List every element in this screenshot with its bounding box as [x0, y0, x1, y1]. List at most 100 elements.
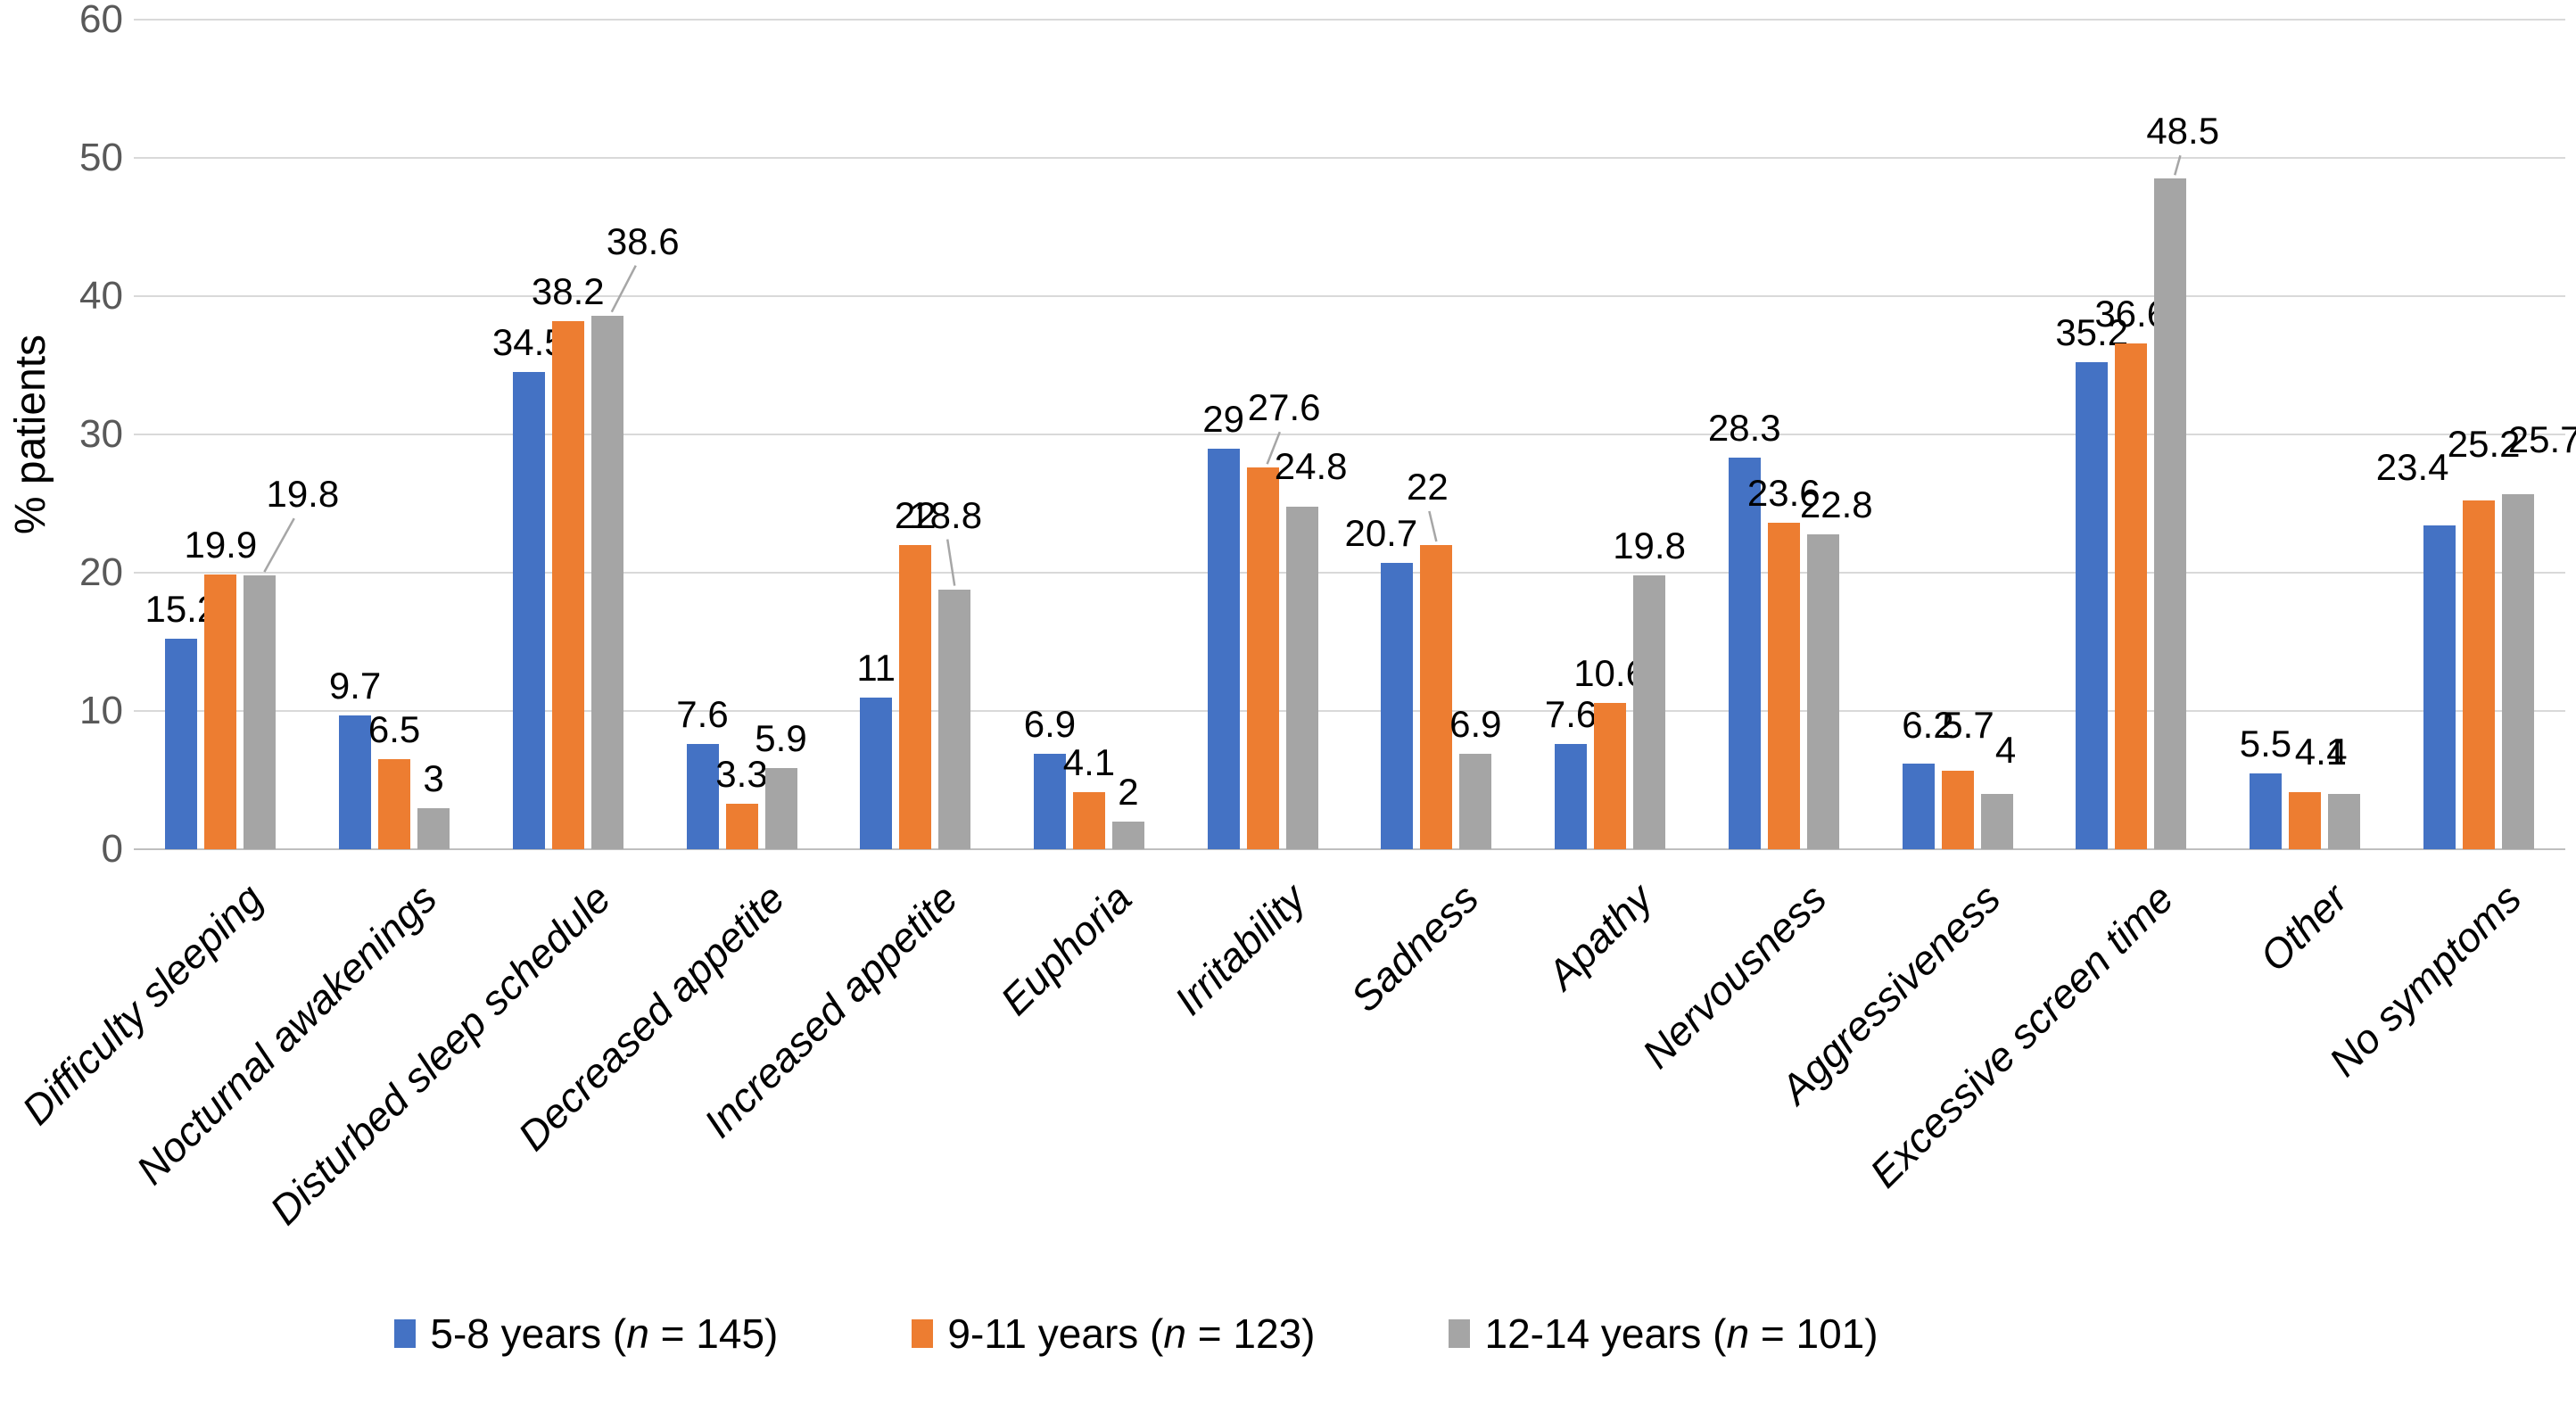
data-label: 6.9	[1023, 703, 1077, 746]
legend-item: 12-14 years (n = 101)	[1449, 1310, 1878, 1358]
x-category-label: Disturbed sleep schedule	[260, 874, 620, 1234]
x-category-label: Euphoria	[991, 874, 1141, 1024]
data-label: 23.6	[1746, 472, 1821, 515]
data-label: 20.7	[1344, 512, 1418, 555]
bar	[686, 744, 719, 849]
data-label: 3	[423, 756, 444, 799]
gridline	[134, 295, 2565, 297]
data-label: 29	[1202, 397, 1244, 440]
bar	[2249, 773, 2282, 849]
bar	[2327, 794, 2360, 849]
bar	[1420, 545, 1453, 849]
gridline	[134, 434, 2565, 435]
data-label: 18.8	[909, 493, 983, 536]
gridline	[134, 157, 2565, 159]
bar	[1902, 763, 1935, 849]
y-tick-label: 30	[79, 412, 123, 456]
bar	[938, 589, 971, 849]
gridline	[134, 710, 2565, 712]
bar	[590, 315, 623, 849]
y-tick-label: 10	[79, 689, 123, 732]
data-label: 4.1	[1062, 741, 1116, 784]
data-label: 9.7	[328, 664, 382, 707]
data-label: 22.8	[1799, 483, 1873, 525]
data-label: 22	[1406, 466, 1449, 508]
gridline	[134, 19, 2565, 21]
data-label: 4.1	[2294, 731, 2348, 773]
data-label: 5.9	[755, 716, 807, 759]
data-label: 2	[1118, 771, 1139, 813]
data-label: 23.4	[2375, 446, 2449, 489]
data-label: 24.8	[1274, 444, 1348, 487]
data-label: 11	[856, 646, 896, 689]
data-label: 6.9	[1449, 703, 1502, 746]
bar	[1111, 822, 1144, 849]
data-label: 38.6	[606, 219, 680, 262]
data-label: 19.8	[266, 473, 340, 516]
data-label: 36.6	[2094, 292, 2168, 335]
bar	[417, 807, 450, 849]
data-label: 25.7	[2507, 417, 2576, 460]
bar	[244, 575, 277, 849]
data-label: 10.6	[1573, 651, 1647, 694]
bar	[1285, 506, 1318, 849]
y-tick-label: 20	[79, 550, 123, 594]
x-category-label: Nocturnal awakenings	[127, 874, 446, 1194]
bar	[1728, 458, 1761, 849]
y-tick-label: 0	[101, 827, 123, 871]
bar	[764, 767, 797, 849]
x-category-label: Other	[2250, 874, 2357, 980]
data-label: 7.6	[1544, 693, 1598, 736]
x-category-label: Apathy	[1538, 874, 1662, 998]
legend-marker	[1449, 1319, 1471, 1348]
x-axis-line	[134, 848, 2565, 850]
legend-marker	[912, 1319, 934, 1348]
legend-label: 5-8 years (n = 145)	[430, 1310, 779, 1357]
legend-item: 5-8 years (n = 145)	[394, 1310, 778, 1358]
bar	[1941, 770, 1974, 849]
legend-label: 12-14 years (n = 101)	[1484, 1310, 1878, 1357]
bar	[165, 639, 198, 849]
bar	[2076, 362, 2109, 849]
y-tick-label: 60	[79, 0, 123, 41]
bar	[1207, 448, 1240, 849]
legend: 5-8 years (n = 145) 9-11 years (n = 123) 1…	[0, 1310, 2424, 1358]
bar	[2462, 500, 2495, 849]
bar	[725, 803, 758, 849]
data-label: 48.5	[2146, 110, 2220, 153]
leader-line	[945, 539, 956, 586]
bar	[512, 372, 545, 849]
bar	[2423, 525, 2456, 849]
bar	[2501, 493, 2534, 849]
bar	[1246, 467, 1279, 849]
data-label: 4	[2326, 731, 2348, 773]
data-label: 6.5	[367, 708, 421, 751]
data-label: 5.7	[1942, 703, 1994, 746]
data-label: 7.6	[676, 693, 729, 736]
bar	[378, 759, 411, 849]
bar	[1459, 754, 1492, 849]
bar	[2115, 343, 2148, 849]
data-label: 6.2	[1902, 703, 1954, 746]
bar	[1555, 744, 1588, 849]
bar	[1381, 563, 1414, 849]
legend-item: 9-11 years (n = 123)	[912, 1310, 1315, 1358]
data-label: 3.3	[715, 752, 768, 795]
bar	[1633, 575, 1666, 849]
data-label: 38.2	[531, 269, 605, 312]
data-label: 27.6	[1247, 386, 1321, 429]
data-label: 25.2	[2447, 423, 2521, 466]
data-label: 19.8	[1613, 525, 1686, 567]
x-category-label: Irritability	[1165, 874, 1315, 1024]
bar	[551, 320, 584, 849]
data-label: 5.5	[2239, 722, 2292, 764]
data-label: 22	[894, 494, 937, 536]
bar	[1806, 533, 1839, 849]
bar	[860, 697, 893, 849]
bar	[2288, 792, 2321, 849]
bar	[1767, 523, 1800, 849]
data-label: 28.3	[1707, 407, 1781, 450]
data-label: 19.9	[184, 523, 258, 566]
data-label: 4	[1994, 729, 2017, 771]
